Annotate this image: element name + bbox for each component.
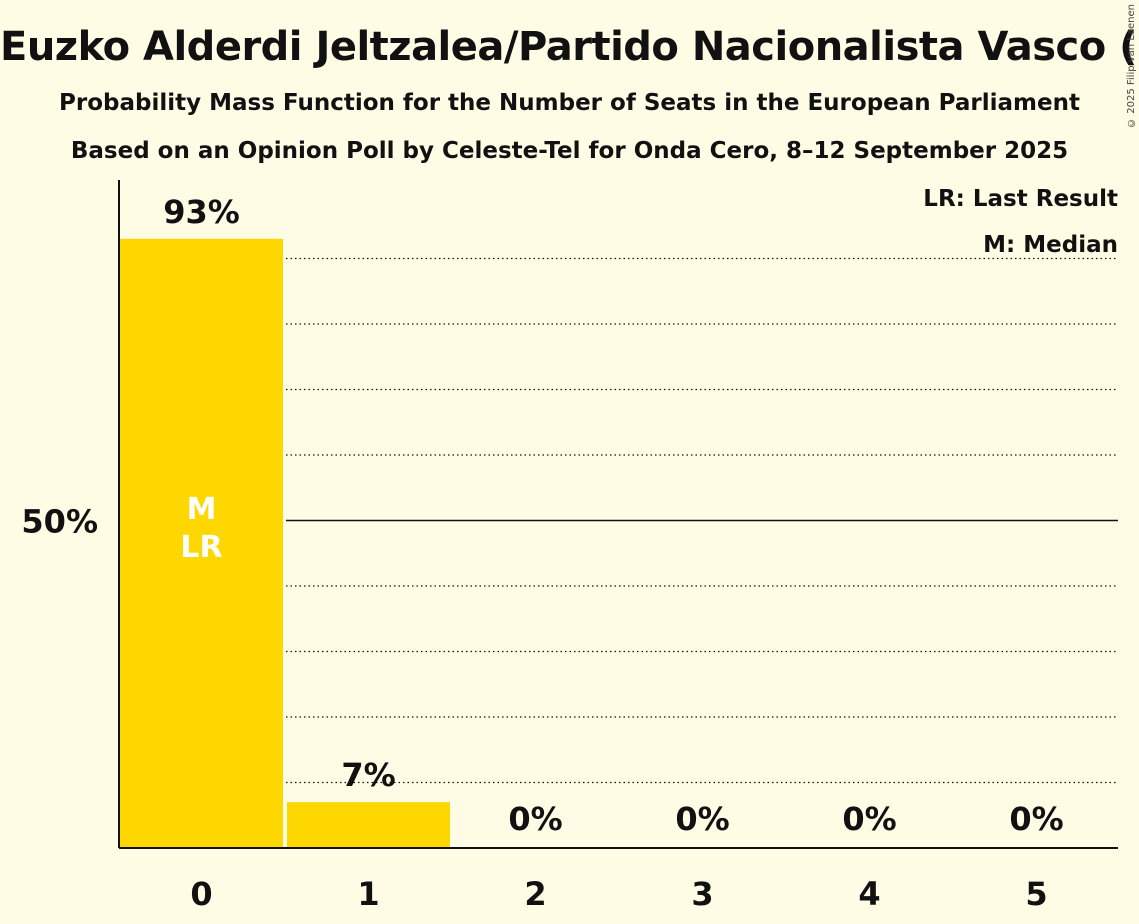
x-tick-label: 0	[190, 875, 212, 913]
bar-value-label: 7%	[341, 756, 395, 794]
x-tick-label: 1	[357, 875, 379, 913]
bar-value-label: 0%	[1009, 800, 1063, 838]
y-tick-label: 50%	[21, 503, 98, 541]
x-tick-label: 3	[691, 875, 713, 913]
bar-1	[287, 802, 450, 848]
legend-last-result: LR: Last Result	[923, 186, 1118, 212]
x-tick-label: 5	[1025, 875, 1047, 913]
chart-subtitle: Probability Mass Function for the Number…	[59, 90, 1080, 116]
bar-0	[120, 238, 283, 849]
bar-value-label: 0%	[842, 800, 896, 838]
bar-value-label: 0%	[675, 800, 729, 838]
x-tick-label: 2	[524, 875, 546, 913]
bar-value-label: 0%	[508, 800, 562, 838]
bar-marker-m: M	[187, 492, 217, 527]
bar-marker-lr: LR	[180, 530, 222, 565]
chart-title: Euzko Alderdi Jeltzalea/Partido Nacional…	[0, 24, 1139, 70]
bar-value-label: 93%	[163, 193, 240, 231]
x-tick-label: 4	[858, 875, 880, 913]
chart-source: Based on an Opinion Poll by Celeste-Tel …	[70, 138, 1069, 164]
legend-median: M: Median	[983, 232, 1118, 258]
